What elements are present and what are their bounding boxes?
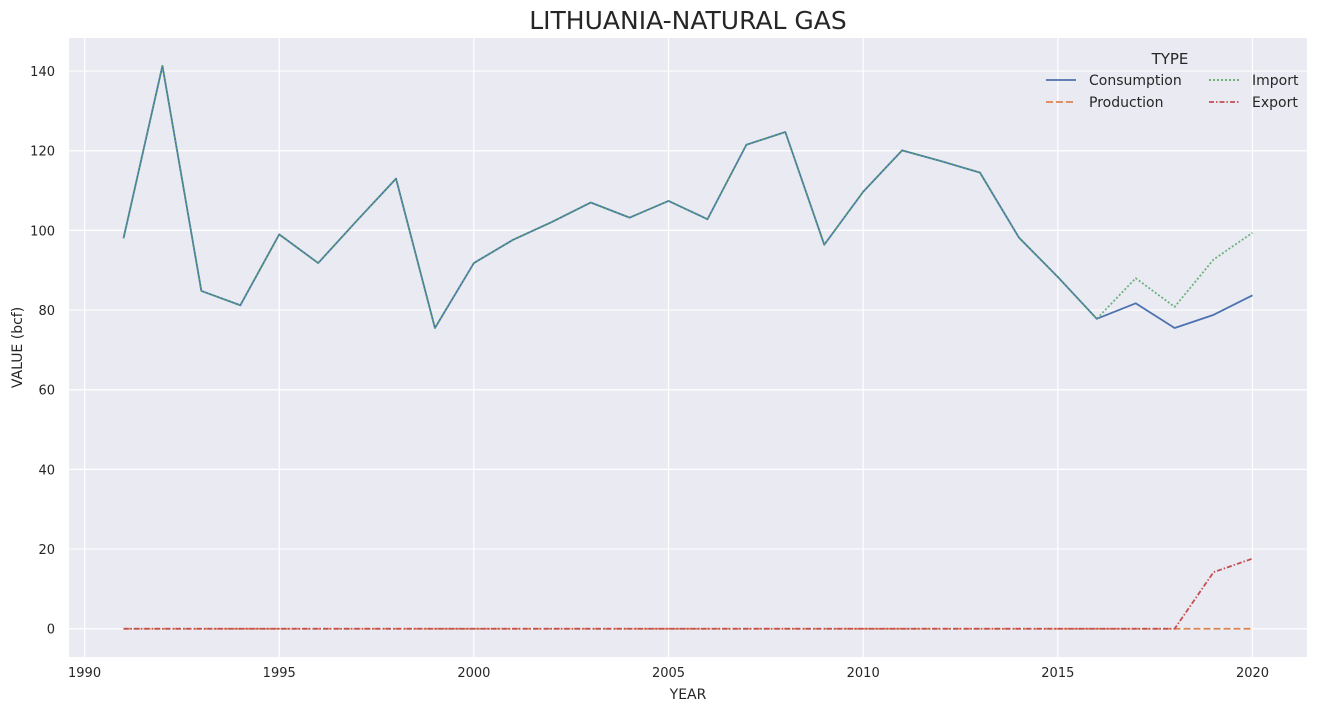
y-tick-label: 0 bbox=[47, 623, 55, 638]
plot-area bbox=[69, 38, 1307, 657]
y-tick-label: 80 bbox=[38, 304, 55, 319]
x-axis-label: YEAR bbox=[669, 687, 707, 703]
x-tick-label: 2015 bbox=[1041, 666, 1074, 681]
x-tick-label: 1995 bbox=[263, 666, 296, 681]
series-line-import bbox=[122, 64, 1254, 329]
grid bbox=[69, 38, 1307, 657]
series-group bbox=[122, 64, 1254, 630]
y-tick-label: 20 bbox=[38, 543, 55, 558]
y-tick-label: 60 bbox=[38, 384, 55, 399]
y-tick-label: 120 bbox=[30, 145, 55, 160]
legend-label-production: Production bbox=[1089, 95, 1163, 111]
x-tick-label: 1990 bbox=[68, 666, 101, 681]
y-tick-label: 140 bbox=[30, 65, 55, 80]
tick-labels: 1990 1995 2000 2005 2010 2015 2020 0 20 40 60 80 100… bbox=[30, 65, 1269, 681]
y-axis-label: VALUE (bcf) bbox=[10, 307, 26, 388]
x-tick-label: 2010 bbox=[847, 666, 880, 681]
legend-label-consumption: Consumption bbox=[1089, 73, 1182, 89]
legend: TYPE Consumption Production Import Export bbox=[1046, 50, 1299, 111]
legend-title: TYPE bbox=[1151, 50, 1189, 68]
y-tick-label: 40 bbox=[38, 463, 55, 478]
series-line-export bbox=[123, 557, 1253, 630]
x-tick-label: 2020 bbox=[1236, 666, 1269, 681]
legend-label-import: Import bbox=[1252, 73, 1299, 89]
legend-label-export: Export bbox=[1252, 95, 1298, 111]
x-tick-label: 2005 bbox=[652, 666, 685, 681]
chart-title: LITHUANIA-NATURAL GAS bbox=[529, 6, 847, 35]
x-tick-label: 2000 bbox=[457, 666, 490, 681]
y-tick-label: 100 bbox=[30, 224, 55, 239]
